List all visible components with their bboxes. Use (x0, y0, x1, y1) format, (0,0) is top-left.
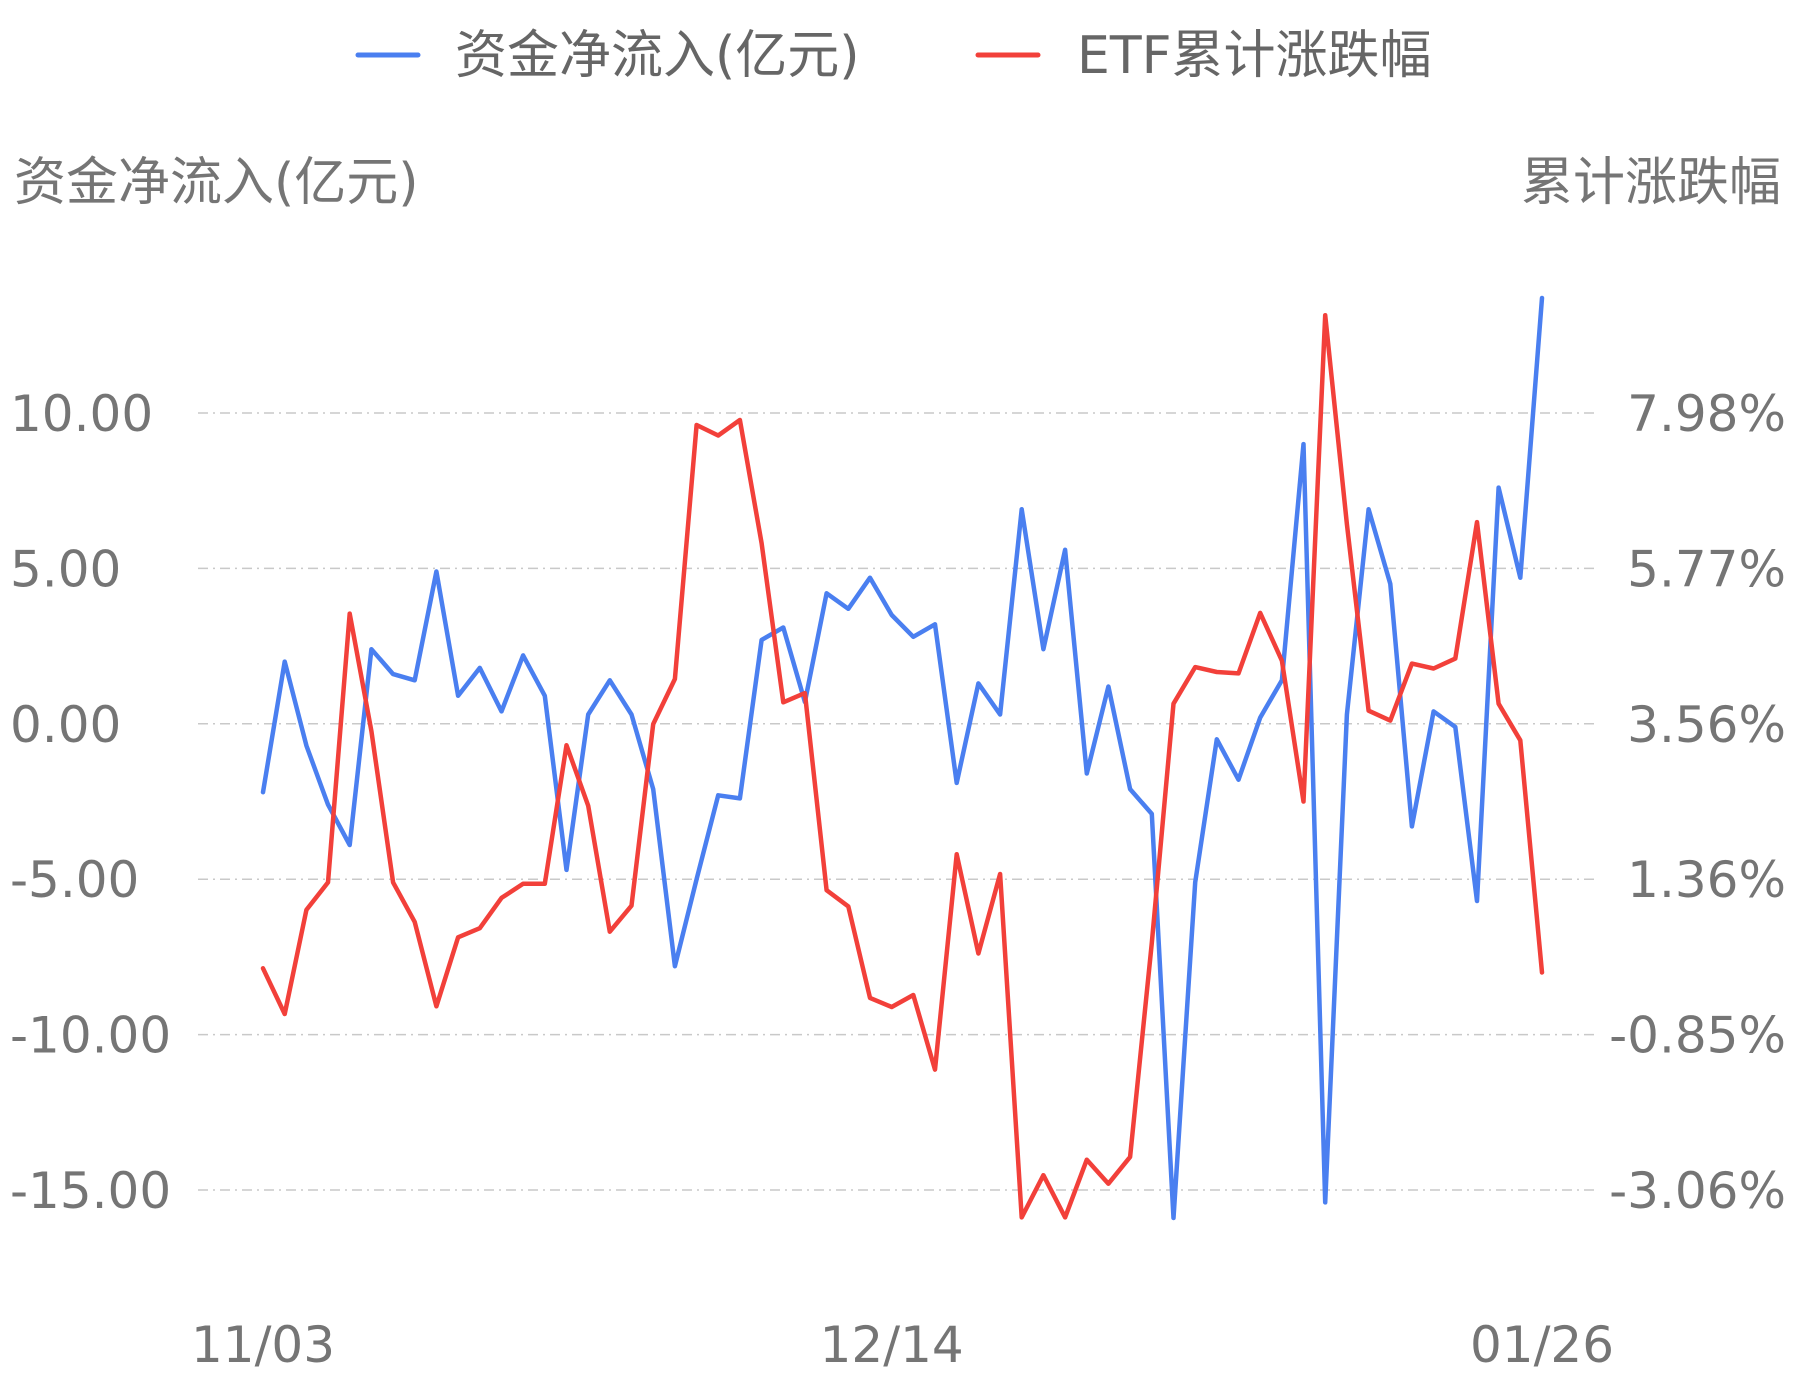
legend-item-etf-return[interactable]: ETF累计涨跌幅 (975, 26, 1432, 86)
legend-label-etf-return: ETF累计涨跌幅 (1077, 26, 1432, 86)
y-right-tick-label: 7.98% (1627, 385, 1786, 443)
y-left-tick-labels: 10.00 5.00 0.00 -5.00 -10.00 -15.00 (10, 385, 171, 1220)
series-line-etf-return (260, 312, 1545, 1220)
x-tick-label: 12/14 (820, 1316, 964, 1374)
y-left-tick-label: -5.00 (10, 851, 139, 909)
legend: 资金净流入(亿元) ETF累计涨跌幅 (355, 26, 1432, 86)
y-left-tick-label: 5.00 (10, 540, 121, 598)
gridlines (198, 412, 1598, 1191)
y-right-tick-label: 5.77% (1627, 541, 1786, 599)
series (260, 295, 1545, 1221)
y-right-tick-label: 3.56% (1627, 696, 1786, 754)
y-left-tick-label: -10.00 (10, 1007, 171, 1065)
y-right-tick-label: 1.36% (1627, 851, 1786, 909)
y-right-axis-title: 累计涨跌幅 (1521, 153, 1781, 213)
x-tick-label: 01/26 (1470, 1316, 1614, 1374)
x-tick-labels: 11/03 12/14 01/26 (191, 1316, 1614, 1374)
y-left-axis-title: 资金净流入(亿元) (14, 153, 419, 213)
legend-item-net-inflow[interactable]: 资金净流入(亿元) (355, 26, 860, 86)
y-right-tick-labels: 7.98% 5.77% 3.56% 1.36% -0.85% -3.06% (1609, 385, 1786, 1220)
y-left-tick-label: -15.00 (10, 1162, 171, 1220)
legend-label-net-inflow: 资金净流入(亿元) (455, 26, 860, 86)
y-right-tick-label: -0.85% (1609, 1006, 1786, 1064)
series-line-net-inflow (260, 295, 1545, 1221)
y-left-tick-label: 0.00 (10, 696, 121, 754)
y-right-tick-label: -3.06% (1609, 1162, 1786, 1220)
x-tick-label: 11/03 (191, 1316, 335, 1374)
y-left-tick-label: 10.00 (10, 385, 153, 443)
